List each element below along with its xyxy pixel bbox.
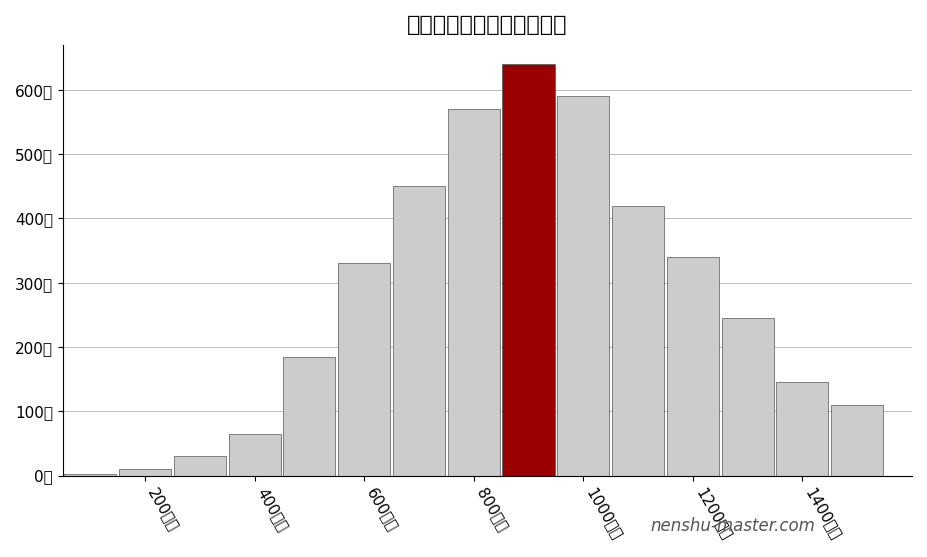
Bar (173, 456, 226, 476)
Bar (284, 356, 336, 476)
Bar (557, 96, 609, 476)
Bar (338, 263, 390, 476)
Bar (229, 434, 281, 476)
Bar (448, 109, 500, 476)
Bar (832, 405, 883, 476)
Bar (119, 469, 171, 476)
Bar (502, 64, 554, 476)
Title: 丸大食品の年収ポジション: 丸大食品の年収ポジション (407, 15, 567, 35)
Bar (64, 475, 116, 476)
Bar (667, 257, 718, 476)
Text: nenshu-master.com: nenshu-master.com (651, 517, 816, 535)
Bar (777, 383, 829, 476)
Bar (612, 206, 664, 476)
Bar (721, 318, 774, 476)
Bar (393, 187, 445, 476)
